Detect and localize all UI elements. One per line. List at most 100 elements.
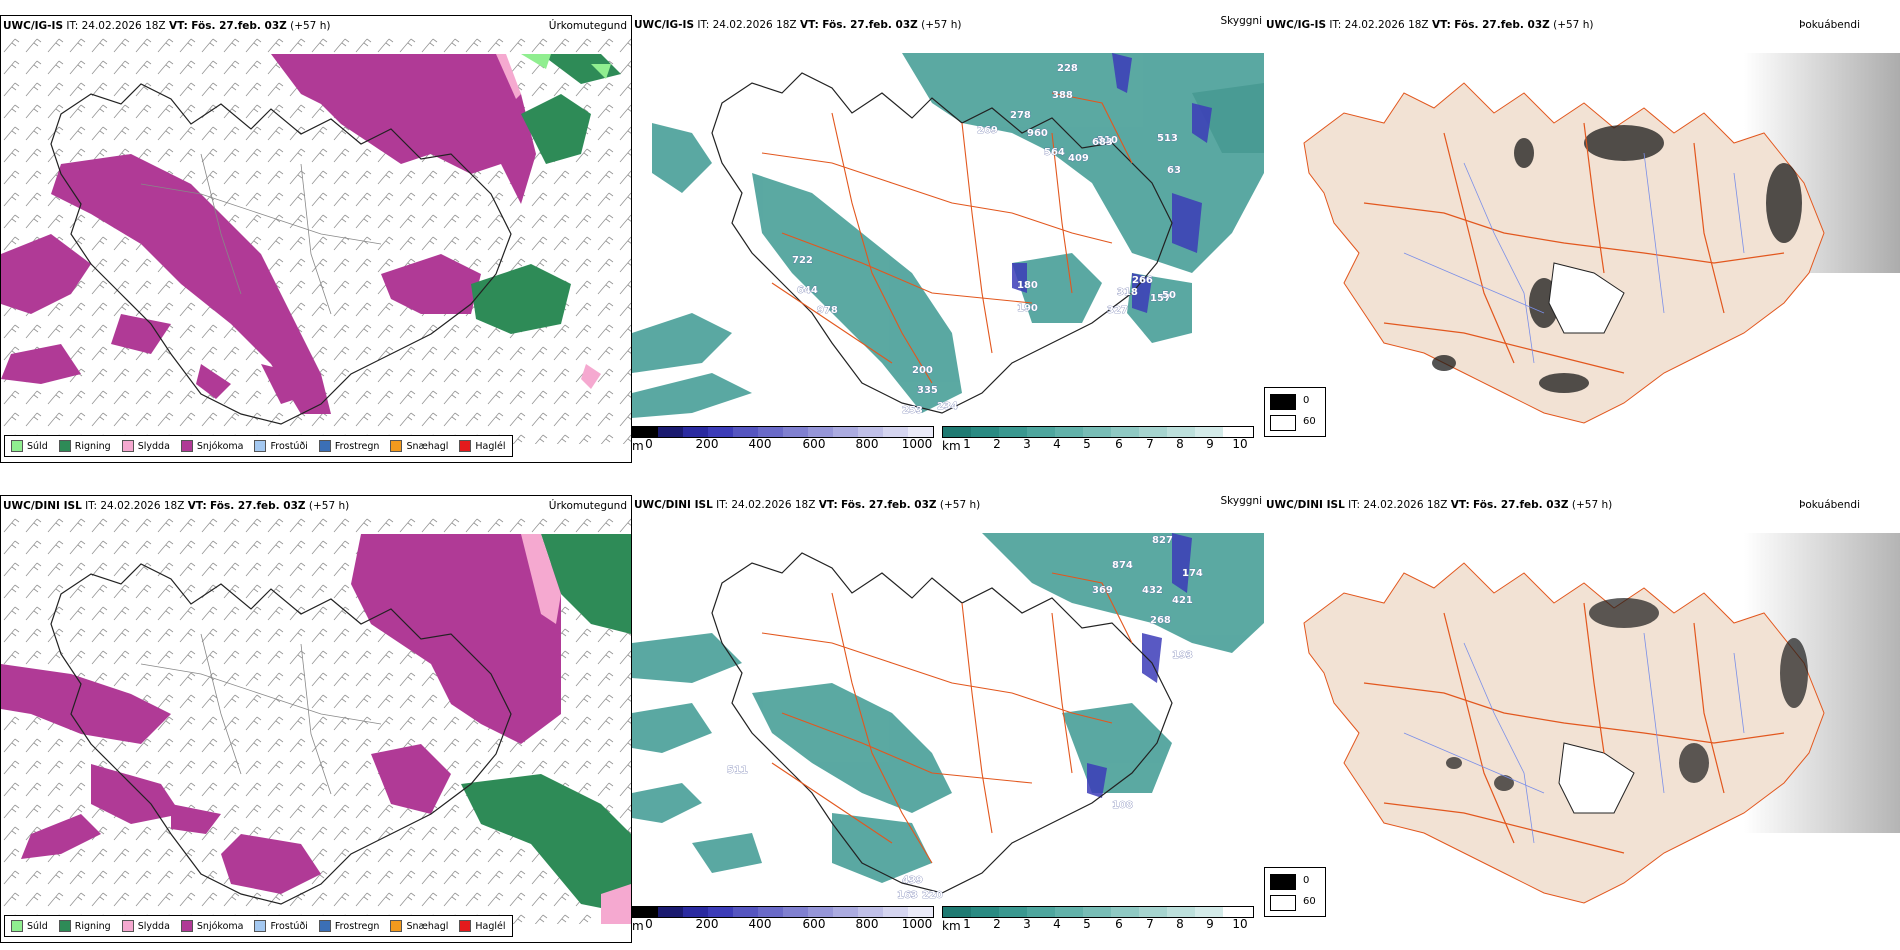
cloudbase-value-label: 388	[1052, 90, 1073, 101]
model-name: UWC/IG-IS	[1266, 19, 1327, 31]
iceland-outline	[711, 552, 1173, 894]
panel-header: UWC/IG-IS IT: 24.02.2026 18Z VT: Fös. 27…	[3, 20, 330, 32]
cloudbase-value-label: 200	[912, 365, 933, 376]
cloudbase-value-label: 193	[1172, 650, 1193, 661]
vt-value: Fös. 27.feb. 03Z	[210, 500, 306, 512]
tick-label: 0	[645, 917, 653, 931]
tick-label: 10	[1232, 437, 1248, 451]
cloudbase-colorbar: m 0 200 400 600 800 1000	[632, 906, 942, 938]
tick-label: 7	[1146, 917, 1154, 931]
legend-item: Snæhagl	[390, 440, 448, 452]
swatch	[11, 440, 23, 452]
tick-label: 2	[993, 917, 1001, 931]
swatch	[58, 920, 71, 932]
legend-label: Haglél	[475, 440, 506, 452]
cloudbase-value-label: 409	[1068, 153, 1089, 164]
visibility-stripe	[942, 426, 1254, 438]
legend-item: Rigning	[58, 920, 111, 932]
cloudbase-value-label: 190	[1017, 303, 1038, 314]
cloudbase-value-label: 318	[1117, 287, 1138, 298]
vt-value: Fös. 27.feb. 03Z	[841, 499, 937, 511]
swatch	[318, 440, 331, 452]
panel-header: UWC/DINI ISL IT: 24.02.2026 18Z VT: Fös.…	[3, 500, 349, 512]
panel-title: Skyggni	[1220, 15, 1263, 27]
panel-header: UWC/IG-IS IT: 24.02.2026 18Z VT: Fös. 27…	[634, 19, 961, 31]
it-value: 24.02.2026 18Z	[712, 19, 797, 31]
tick-label: 7	[1146, 437, 1154, 451]
swatch	[121, 440, 134, 452]
cloudbase-value-label: 432	[1142, 585, 1163, 596]
it-value: 24.02.2026 18Z	[81, 20, 166, 32]
snow-areas	[1, 54, 536, 414]
legend-label: Slydda	[137, 440, 170, 452]
swatch	[180, 440, 193, 452]
lead-time: (+57 h)	[921, 19, 962, 31]
tick-label: 1	[963, 917, 971, 931]
it-value: 24.02.2026 18Z	[731, 499, 816, 511]
cloud-panel-row1: UWC/IG-IS IT: 24.02.2026 18Z VT: Fös. 27…	[632, 15, 1264, 463]
legend-item: Snjókoma	[180, 920, 243, 932]
cloudbase-value-label: 50	[1162, 290, 1176, 301]
legend-label: Slydda	[137, 920, 170, 932]
lead-time: (+57 h)	[290, 20, 331, 32]
cloudbase-value-label: 234	[937, 401, 958, 412]
tick-label: 6	[1115, 437, 1123, 451]
model-name: UWC/IG-IS	[3, 20, 64, 32]
tick-label: 1000	[901, 917, 933, 931]
it-label: IT:	[1329, 19, 1342, 31]
vt-value: Fös. 27.feb. 03Z	[191, 20, 287, 32]
iceland-outline	[50, 563, 512, 905]
model-name: UWC/DINI ISL	[634, 499, 713, 511]
precip-panel-row2: UWC/DINI ISL IT: 24.02.2026 18Z VT: Fös.…	[0, 495, 632, 943]
tick-label: 10	[1232, 917, 1248, 931]
panel-header: UWC/IG-IS IT: 24.02.2026 18Z VT: Fös. 27…	[1266, 19, 1593, 31]
swatch	[58, 440, 71, 452]
visibility-colorbar: km 1 2 3 4 5 6 7 8 9 10	[942, 906, 1260, 938]
swatch	[180, 920, 193, 932]
cloudbase-value-label: 439	[902, 875, 923, 886]
cloudbase-value-label: 157	[1150, 293, 1171, 304]
legend-item: Frostregn	[318, 920, 379, 932]
swatch	[459, 440, 472, 452]
legend-item: Frostúði	[254, 440, 308, 452]
tick-label: 600	[802, 437, 826, 451]
cloudbase-value-label: 327	[1107, 305, 1128, 316]
cloudbase-value-label: 683	[1092, 137, 1113, 148]
swatch	[254, 440, 267, 452]
it-label: IT:	[716, 499, 729, 511]
visibility-unit: km	[942, 919, 961, 933]
legend-label: 60	[1303, 896, 1316, 907]
model-name: UWC/DINI ISL	[3, 500, 82, 512]
legend-label: Snæhagl	[406, 920, 449, 932]
vt-label: VT:	[1450, 499, 1470, 511]
precip-type-legend: Súld Rigning Slydda Snjókoma Frostúði Fr…	[4, 435, 513, 457]
tick-label: 6	[1115, 917, 1123, 931]
river-network	[1403, 152, 1745, 364]
tick-label: 2	[993, 437, 1001, 451]
cloudbase-value-label: 511	[727, 765, 748, 776]
it-label: IT:	[697, 19, 710, 31]
drizzle-areas	[521, 54, 611, 79]
vt-label: VT:	[1431, 19, 1451, 31]
legend-label: Snjókoma	[196, 440, 244, 452]
swatch	[459, 920, 472, 932]
swatch	[254, 920, 267, 932]
vt-label: VT:	[799, 19, 819, 31]
road-network	[761, 572, 1133, 864]
swatch	[1270, 415, 1296, 431]
road-network	[1363, 602, 1785, 854]
road-network	[761, 92, 1133, 384]
legend-label: Súld	[27, 440, 48, 452]
road-network	[1363, 122, 1785, 374]
tick-label: 3	[1023, 437, 1031, 451]
tick-label: 5	[1083, 437, 1091, 451]
tick-label: 400	[748, 917, 772, 931]
it-label: IT:	[1348, 499, 1361, 511]
legend-label: 0	[1303, 875, 1310, 886]
panel-title: Úrkomutegund	[548, 500, 627, 512]
vt-value: Fös. 27.feb. 03Z	[1454, 19, 1550, 31]
legend-label: Súld	[27, 920, 48, 932]
legend-label: Rigning	[74, 920, 111, 932]
